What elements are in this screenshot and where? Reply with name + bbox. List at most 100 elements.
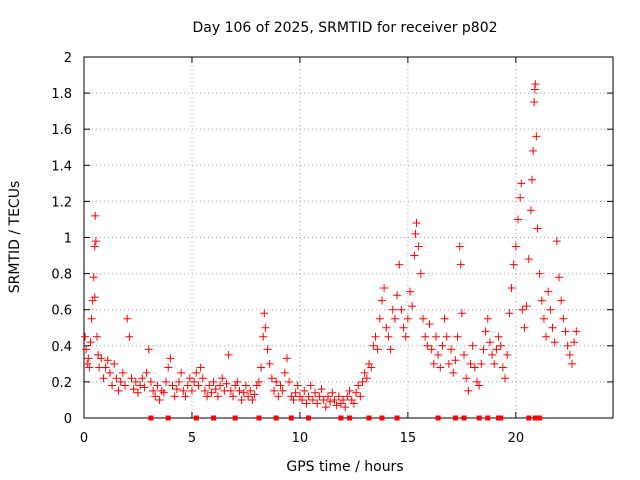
data-point [261,323,270,332]
data-point [155,395,164,404]
data-point [133,388,142,397]
data-point [532,132,541,141]
data-point [185,374,194,383]
data-point [149,386,158,395]
data-point [200,386,209,395]
data-point [408,302,417,311]
data-point [365,359,374,368]
data-point [423,341,432,350]
data-point [233,377,242,386]
data-point [477,359,486,368]
data-point [302,399,311,408]
data-point [136,381,145,390]
data-point [384,332,393,341]
data-point [464,386,473,395]
data-point [334,392,343,401]
y-tick-label: 1.2 [51,195,72,210]
data-point [99,374,108,383]
data-point [159,388,168,397]
zero-marker [273,415,279,421]
data-point [436,363,445,372]
data-point [121,381,130,390]
data-point [295,392,304,401]
data-point [211,385,220,394]
data-point [183,381,192,390]
data-point [572,327,581,336]
data-point [293,381,302,390]
data-point [89,273,98,282]
data-point [466,359,475,368]
data-point [343,392,352,401]
data-point [82,345,91,354]
data-point [190,377,199,386]
data-point [270,386,279,395]
data-point [282,354,291,363]
x-axis-label: GPS time / hours [286,459,403,475]
data-point [231,381,240,390]
data-point [323,392,332,401]
data-point [520,323,529,332]
data-point [548,323,557,332]
data-point [280,368,289,377]
data-point [542,332,551,341]
data-point [449,368,458,377]
data-point [481,327,490,336]
data-point [505,309,514,318]
data-point [175,377,184,386]
data-point [522,302,531,311]
data-point [306,381,315,390]
data-point [328,388,337,397]
data-point [300,386,309,395]
data-point [319,395,328,404]
data-point [241,381,250,390]
data-point [110,359,119,368]
zero-marker [537,415,543,421]
data-point [205,381,214,390]
data-point [496,341,505,350]
zero-marker [366,415,372,421]
data-point [410,251,419,260]
data-point [354,381,363,390]
data-point [561,327,570,336]
y-tick-label: 0 [64,412,72,427]
data-point [483,314,492,323]
data-point [517,179,526,188]
data-point [393,291,402,300]
zero-marker [485,415,491,421]
data-point [272,377,281,386]
data-point [418,314,427,323]
data-point [434,350,443,359]
data-point [228,392,237,401]
data-point [526,206,535,215]
data-point [557,296,566,305]
zero-marker [347,415,353,421]
data-point [276,381,285,390]
axis-ticks: 00.20.40.60.811.21.41.61.820 5 10 15 20 [51,51,613,446]
data-point [447,345,456,354]
data-point [311,388,320,397]
data-point [528,175,537,184]
data-point [511,242,520,251]
data-point [254,377,263,386]
data-point [97,354,106,363]
data-point [533,224,542,233]
data-point [129,385,138,394]
data-point [138,374,147,383]
data-point [440,314,449,323]
data-point [456,260,465,269]
data-point [257,363,266,372]
data-point [352,388,361,397]
data-point [513,215,522,224]
data-point [157,386,166,395]
data-point [492,345,501,354]
data-point [168,381,177,390]
data-point [162,377,171,386]
y-tick-label: 2 [64,51,72,66]
data-point [546,305,555,314]
data-point [421,332,430,341]
data-point [83,359,92,368]
data-point [179,386,188,395]
data-point [371,332,380,341]
data-point [390,314,399,323]
